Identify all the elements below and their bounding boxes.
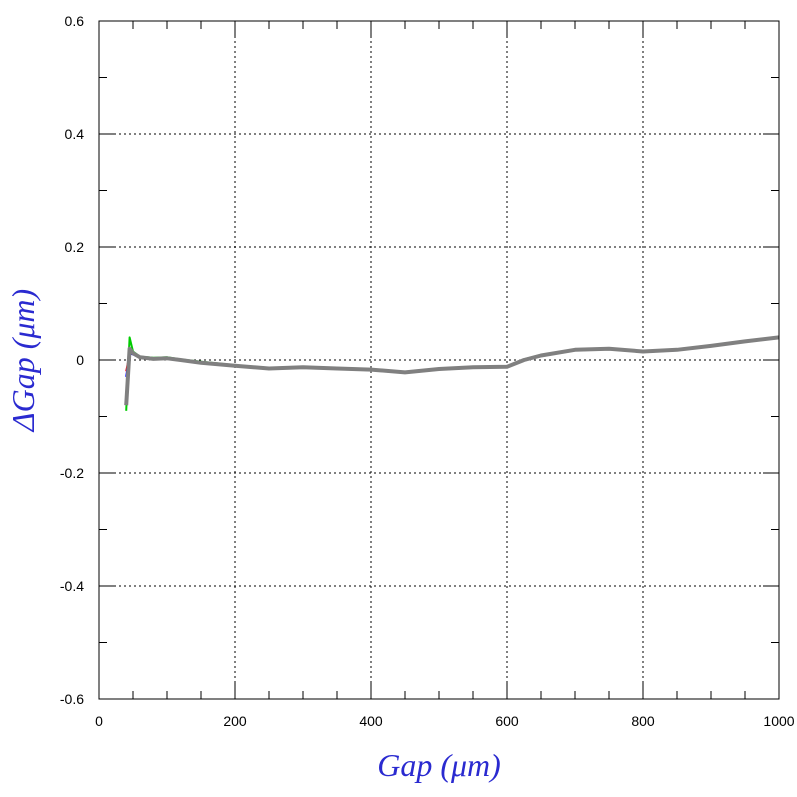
y-axis-title: ΔGap (μm) — [5, 289, 41, 433]
y-tick-label: 0.4 — [65, 126, 85, 142]
x-tick-label: 800 — [631, 713, 655, 729]
y-tick-labels: -0.6 -0.4 -0.2 0 0.2 0.4 0.6 — [60, 13, 84, 707]
y-tick-label: 0.2 — [65, 239, 85, 255]
x-tick-labels: 0 200 400 600 800 1000 — [95, 713, 795, 729]
x-tick-label: 600 — [495, 713, 519, 729]
x-tick-label: 200 — [223, 713, 247, 729]
series-layer — [124, 335, 780, 411]
x-tick-label: 400 — [359, 713, 383, 729]
y-tick-label: 0 — [76, 352, 84, 368]
x-tick-label: 0 — [95, 713, 103, 729]
grid — [99, 21, 779, 699]
y-tick-label: -0.2 — [60, 465, 84, 481]
x-axis-title: Gap (μm) — [377, 747, 501, 783]
series-line — [124, 335, 780, 406]
x-tick-label: 1000 — [763, 713, 794, 729]
y-tick-label: -0.4 — [60, 578, 84, 594]
plot-frame — [98, 20, 780, 700]
y-tick-label: 0.6 — [65, 13, 85, 29]
y-tick-label: -0.6 — [60, 691, 84, 707]
